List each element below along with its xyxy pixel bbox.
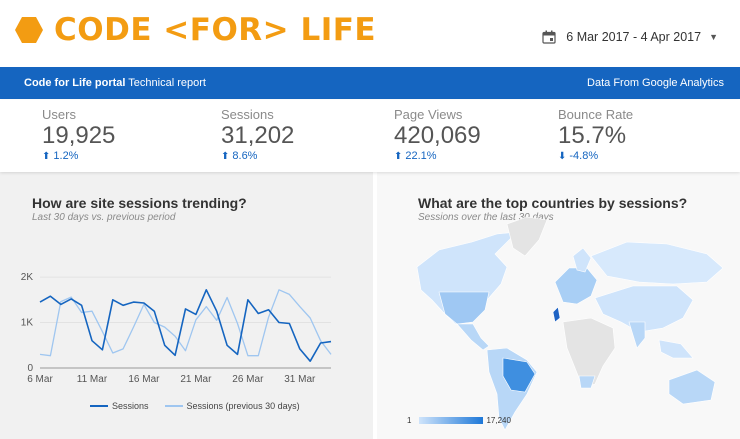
arrow-up-icon: ⬆ — [221, 151, 230, 162]
kpi-label: Users — [42, 107, 76, 122]
kpi-delta: ⬇ -4.8% — [558, 150, 633, 162]
map-region-usa[interactable] — [438, 291, 490, 325]
calendar-icon — [542, 30, 556, 44]
map-region-india[interactable] — [628, 321, 646, 349]
legend-item-sessions[interactable]: Sessions — [90, 401, 149, 411]
legend-label: Sessions — [112, 401, 149, 411]
kpi-delta-value: 8.6% — [232, 150, 258, 162]
kpi-delta-value: -4.8% — [569, 150, 599, 162]
map-region-brazil[interactable] — [502, 357, 536, 393]
kpi-users: Users 19,925 ⬆ 1.2% — [42, 107, 115, 162]
report-header: CODE <FOR> LIFE 6 Mar 2017 - 4 Apr 2017 … — [0, 0, 740, 66]
x-tick-label: 11 Mar — [77, 374, 108, 385]
chart-legend: Sessions Sessions (previous 30 days) — [90, 401, 316, 411]
kpi-label: Page Views — [394, 107, 463, 122]
kpi-page-views: Page Views 420,069 ⬆ 22.1% — [394, 107, 481, 162]
banner-portal-title: Code for Life portal Technical report — [24, 77, 206, 89]
report-banner: Code for Life portal Technical report Da… — [0, 67, 740, 99]
x-tick-label: 31 Mar — [284, 374, 316, 385]
sessions-world-map[interactable] — [377, 172, 740, 439]
kpi-value: 19,925 — [42, 122, 116, 149]
chevron-down-icon: ▼ — [709, 32, 718, 42]
kpi-delta-value: 1.2% — [53, 150, 79, 162]
logo: CODE <FOR> LIFE — [14, 12, 376, 48]
kpi-bounce-rate: Bounce Rate 15.7% ⬇ -4.8% — [558, 107, 633, 162]
map-region-southeast-asia[interactable] — [658, 339, 694, 359]
scale-max: 17,240 — [486, 416, 511, 425]
map-region-greenland[interactable] — [506, 216, 548, 257]
y-tick-label: 2K — [21, 272, 34, 283]
kpi-value: 15.7% — [558, 122, 627, 149]
kpi-value: 420,069 — [394, 122, 481, 149]
series-line-sessions[interactable] — [39, 289, 332, 362]
map-region-uk[interactable] — [552, 306, 561, 323]
kpi-label: Sessions — [221, 107, 274, 122]
kpi-value: 31,202 — [221, 122, 295, 149]
kpi-delta-value: 22.1% — [405, 150, 437, 162]
scale-gradient-bar — [419, 417, 484, 424]
kpi-scorecards: Users 19,925 ⬆ 1.2% Sessions 31,202 ⬆ 8.6%… — [0, 100, 740, 172]
y-tick-label: 1K — [21, 318, 34, 329]
logo-text: CODE <FOR> LIFE — [54, 12, 377, 48]
legend-swatch — [90, 405, 108, 407]
x-tick-label: 16 Mar — [128, 374, 160, 385]
map-region-australia[interactable] — [668, 369, 716, 405]
top-countries-panel: What are the top countries by sessions? … — [377, 172, 740, 439]
kpi-delta: ⬆ 1.2% — [42, 150, 115, 162]
x-tick-label: 21 Mar — [180, 374, 212, 385]
map-region-scandinavia[interactable] — [572, 247, 592, 273]
y-tick-label: 0 — [27, 363, 33, 374]
legend-label: Sessions (previous 30 days) — [186, 401, 300, 411]
scale-min: 1 — [407, 416, 412, 425]
map-region-russia[interactable] — [590, 241, 724, 285]
kpi-label: Bounce Rate — [558, 107, 634, 122]
legend-item-previous[interactable]: Sessions (previous 30 days) — [164, 401, 300, 411]
arrow-down-icon: ⬇ — [558, 151, 567, 162]
panel-title: What are the top countries by sessions? — [418, 195, 688, 211]
map-color-scale: 1 17,240 — [407, 416, 511, 425]
kpi-delta: ⬆ 22.1% — [394, 150, 481, 162]
banner-report-type: Technical report — [125, 77, 206, 89]
kpi-sessions: Sessions 31,202 ⬆ 8.6% — [221, 107, 294, 162]
sessions-trend-panel: How are site sessions trending? Last 30 … — [0, 172, 373, 439]
x-tick-label: 26 Mar — [232, 374, 264, 385]
hexagon-logo-icon — [15, 17, 43, 43]
date-range-selector[interactable]: 6 Mar 2017 - 4 Apr 2017 ▼ — [542, 30, 718, 44]
map-region-south-africa[interactable] — [578, 375, 596, 389]
map-region-europe[interactable] — [554, 267, 598, 305]
map-region-central-america[interactable] — [456, 323, 490, 351]
series-line-previous-sessions[interactable] — [39, 289, 332, 357]
legend-swatch — [164, 405, 183, 407]
arrow-up-icon: ⬆ — [42, 151, 51, 162]
kpi-delta: ⬆ 8.6% — [221, 150, 294, 162]
map-region-africa[interactable] — [562, 317, 616, 389]
arrow-up-icon: ⬆ — [394, 151, 403, 162]
banner-portal-name: Code for Life portal — [24, 77, 126, 89]
panel-title: How are site sessions trending? — [32, 195, 247, 211]
x-tick-label: 6 Mar — [27, 374, 53, 385]
banner-data-source: Data From Google Analytics — [587, 77, 724, 89]
panel-subtitle: Last 30 days vs. previous period — [32, 212, 176, 223]
map-region-asia[interactable] — [594, 285, 694, 333]
panel-subtitle: Sessions over the last 30 days — [418, 212, 554, 223]
date-range-text: 6 Mar 2017 - 4 Apr 2017 — [566, 30, 702, 44]
sessions-line-chart[interactable]: 0 1K 2K 6 Mar 11 Mar 16 Mar 21 Mar 26 Mar 31 Mar — [0, 172, 373, 402]
